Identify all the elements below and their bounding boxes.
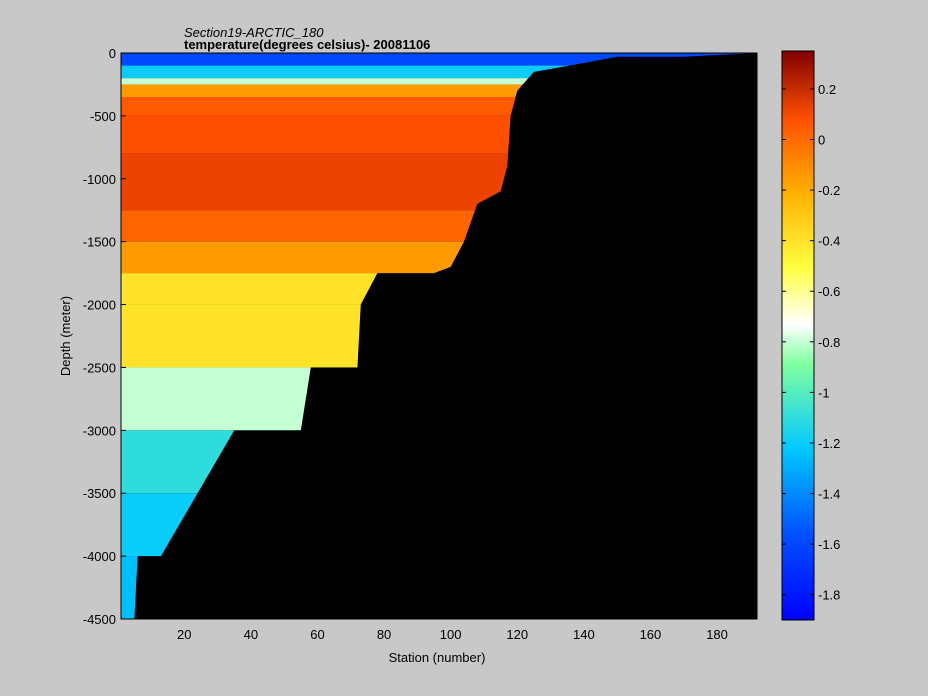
x-tick-label: 60 <box>310 627 324 642</box>
x-tick-label: 80 <box>377 627 391 642</box>
y-tick-label: -3500 <box>83 486 116 501</box>
y-tick-label: -1000 <box>83 172 116 187</box>
y-tick-label: -1500 <box>83 235 116 250</box>
x-tick-label: 160 <box>640 627 662 642</box>
colorbar-tick-label: -1 <box>818 385 830 400</box>
heatmap-plot <box>120 52 758 620</box>
colorbar-tick-label: -1.4 <box>818 487 840 502</box>
colorbar-tick-label: -1.6 <box>818 537 840 552</box>
colorbar-ticks: 0.2 0 -0.2 -0.4 -0.6 -0.8 -1 -1.2 -1.4 -1.6 -1.8 <box>782 82 840 603</box>
y-tick-label: -3000 <box>83 423 116 438</box>
x-tick-label: 140 <box>573 627 595 642</box>
colorbar-tick-label: -0.4 <box>818 234 840 249</box>
colorbar-tick-label: -0.8 <box>818 335 840 350</box>
colorbar-gradient <box>781 50 815 621</box>
y-tick-label: -2500 <box>83 360 116 375</box>
x-axis-ticks: 20 40 60 80 100 120 140 160 180 <box>177 614 728 642</box>
y-axis-label: Depth (meter) <box>58 296 73 376</box>
y-axis-ticks: 0 -500 -1000 -1500 -2000 -2500 -3000 -3500 -4000… <box>83 46 126 627</box>
colorbar-tick-label: -1.2 <box>818 436 840 451</box>
y-tick-label: 0 <box>109 46 116 61</box>
y-tick-label: -2000 <box>83 298 116 313</box>
x-tick-label: 120 <box>506 627 528 642</box>
colorbar-tick-label: -1.8 <box>818 588 840 603</box>
seafloor-mask <box>121 53 757 619</box>
chart-title-line2: temperature(degrees celsius)- 20081106 <box>184 37 430 52</box>
colorbar: 0.2 0 -0.2 -0.4 -0.6 -0.8 -1 -1.2 -1.4 -1.6 -1.8 <box>781 50 840 621</box>
chart-title-line1: Section19-ARCTIC_180 <box>184 25 324 40</box>
plot-frame <box>120 52 758 620</box>
x-tick-label: 20 <box>177 627 191 642</box>
colorbar-tick-label: -0.6 <box>818 284 840 299</box>
x-axis-label: Station (number) <box>389 650 486 665</box>
temperature-layer-2 <box>121 78 757 85</box>
y-tick-label: -4000 <box>83 549 116 564</box>
x-tick-label: 40 <box>244 627 258 642</box>
colorbar-tick-label: 0 <box>818 133 825 148</box>
x-tick-label: 180 <box>706 627 728 642</box>
y-tick-label: -500 <box>90 109 116 124</box>
x-tick-label: 100 <box>440 627 462 642</box>
colorbar-tick-label: -0.2 <box>818 183 840 198</box>
y-tick-label: -4500 <box>83 612 116 627</box>
colorbar-tick-label: 0.2 <box>818 82 836 97</box>
